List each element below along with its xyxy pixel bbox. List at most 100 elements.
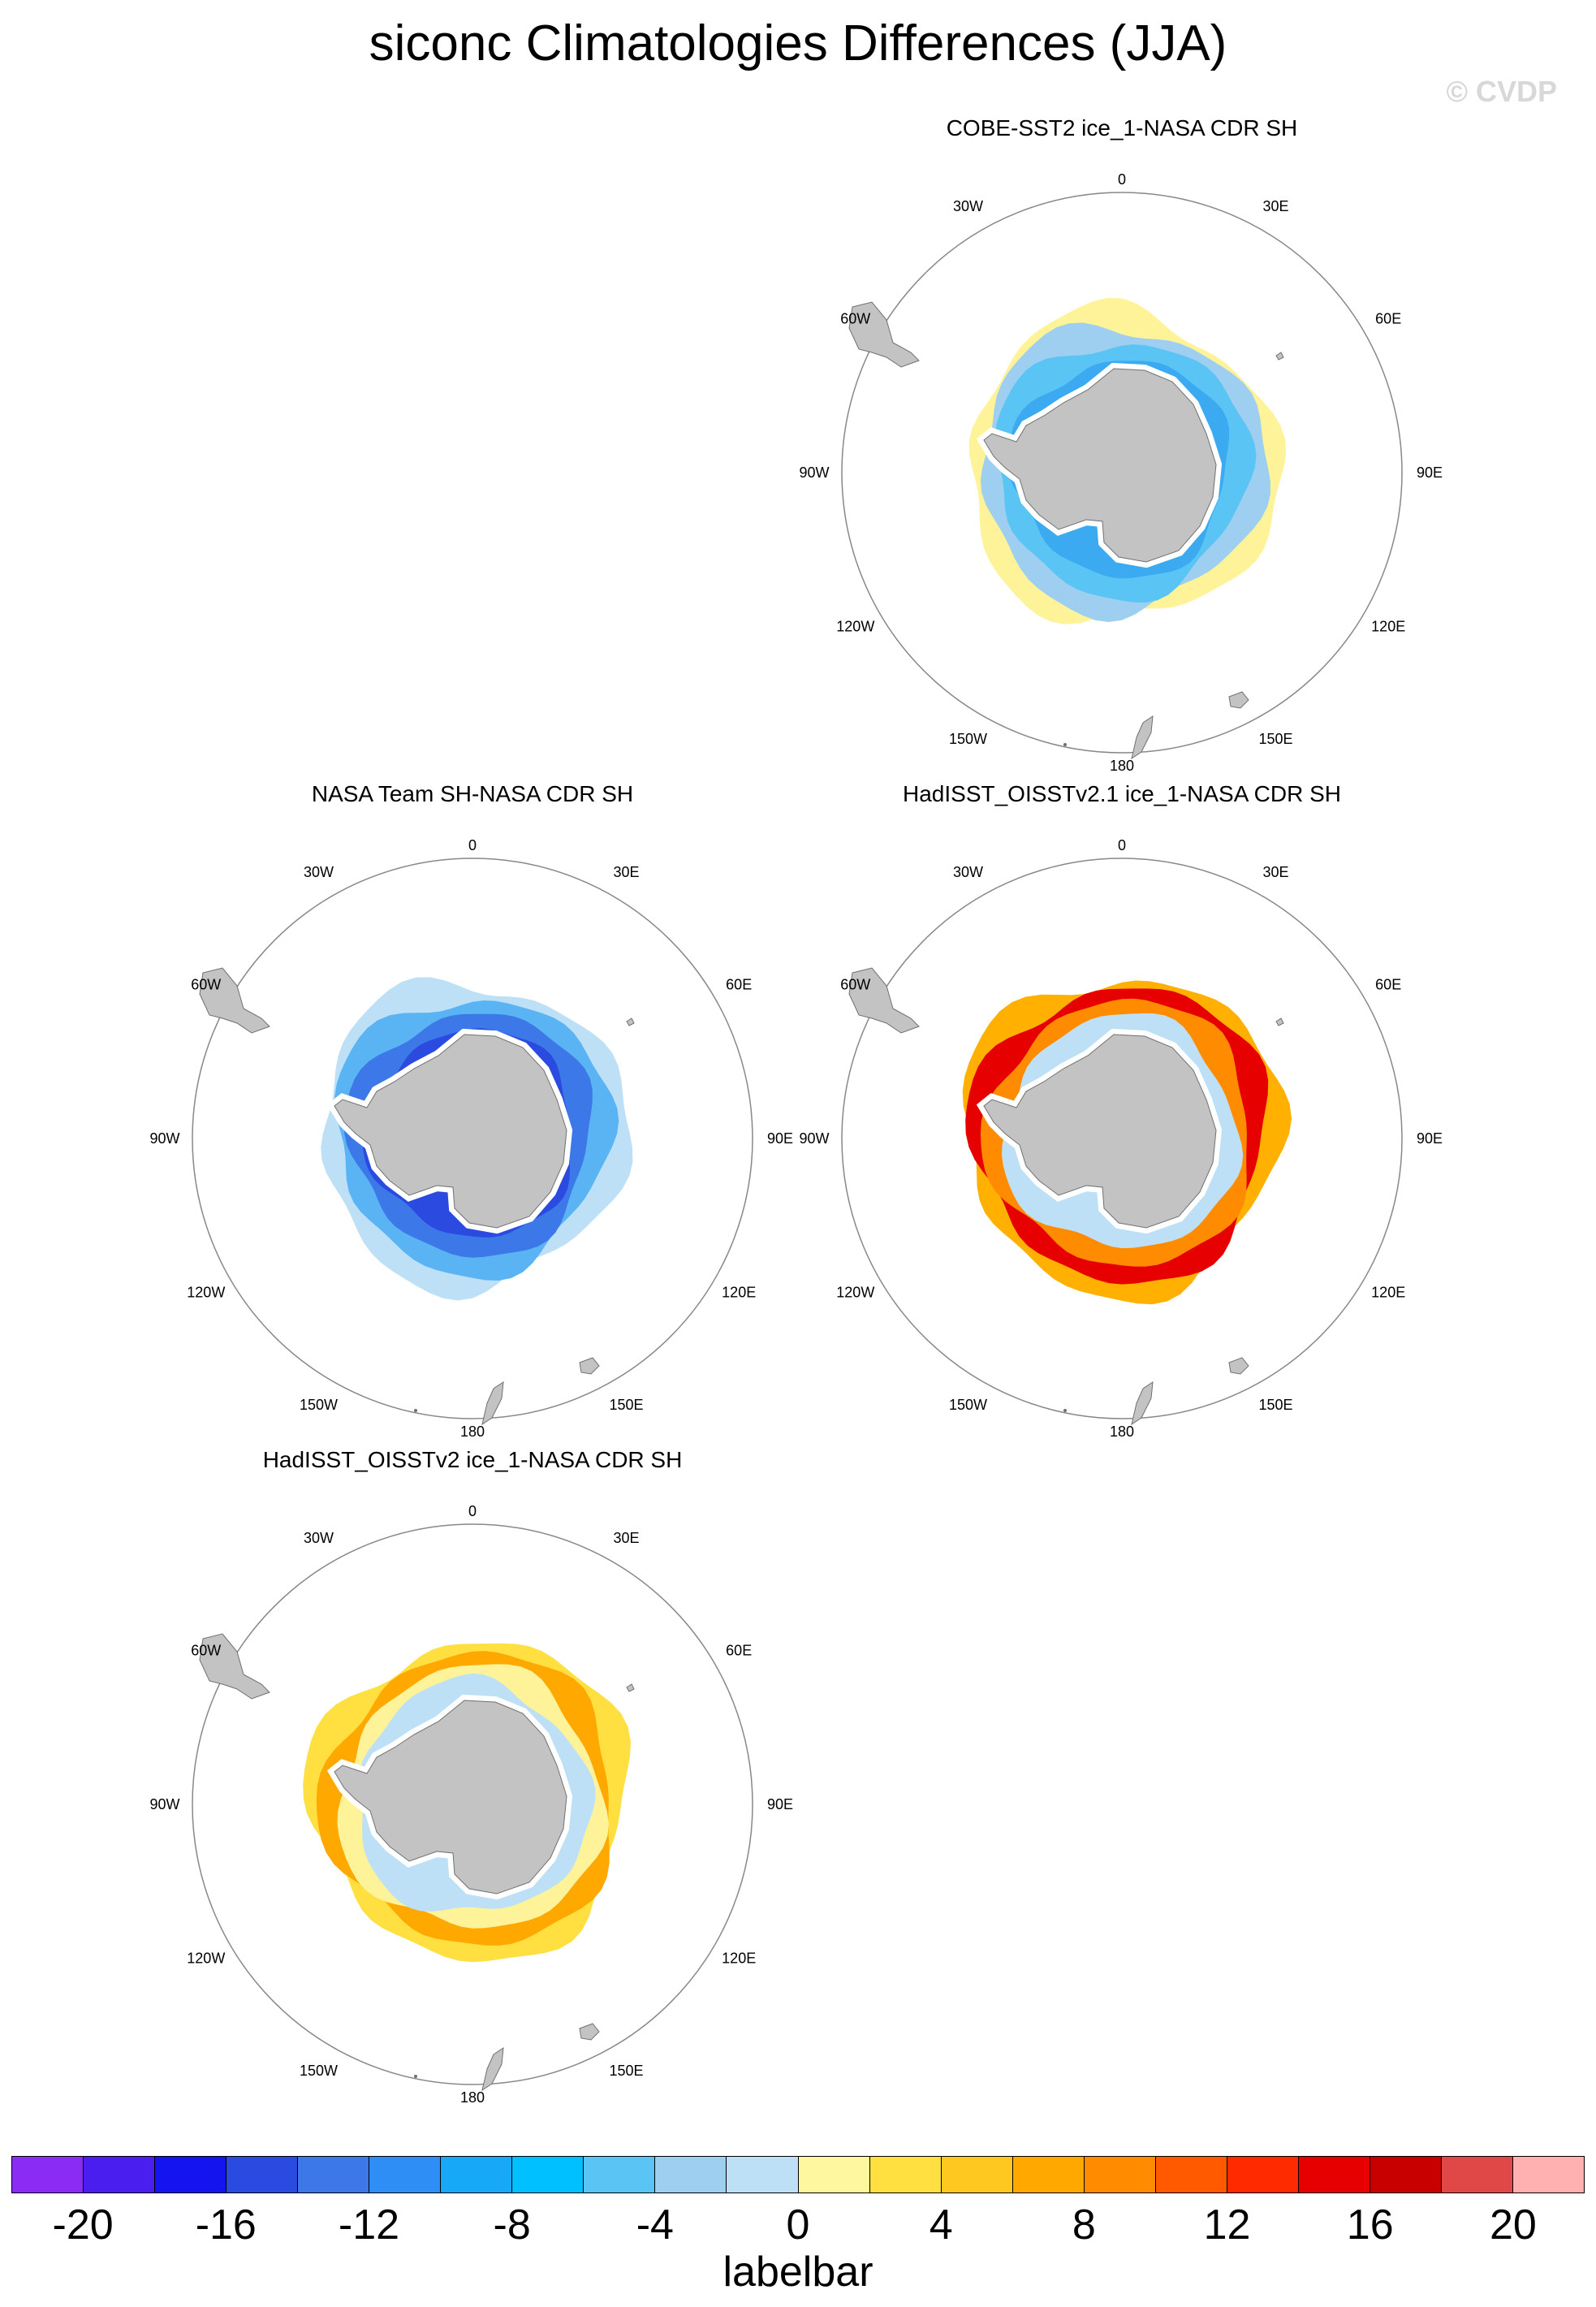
polar-map-hadisst-oisstv2: 0 30E 60E 90E 120E 150E 180 150W 120W 90W 60W 30W xyxy=(149,1503,793,2106)
longitude-label: 0 xyxy=(468,1503,477,1519)
colorbar-box xyxy=(369,2157,442,2193)
longitude-label: 30W xyxy=(953,198,983,214)
longitude-label: 60W xyxy=(191,1643,221,1659)
longitude-label: 120E xyxy=(722,1951,756,1967)
tasmania-land xyxy=(579,1357,600,1375)
colorbar-box xyxy=(298,2157,370,2193)
longitude-label: 0 xyxy=(1118,837,1126,853)
polar-map-nasa-team: 0 30E 60E 90E 120E 150E 180 150W 120W 90W 60W 30W xyxy=(149,837,793,1440)
longitude-label: 150W xyxy=(300,2063,338,2079)
south-america-land xyxy=(199,1633,270,1700)
polar-map-cobe: 0 30E 60E 90E 120E 150E 180 150W 120W 90W 60W 30W xyxy=(799,171,1443,774)
panel-hadisst-oisstv21: HadISST_OISSTv2.1 ice_1-NASA CDR SH 0 30E… xyxy=(797,781,1447,1447)
colorbar-box xyxy=(1441,2157,1513,2193)
longitude-label: 90W xyxy=(799,464,829,481)
colorbar-tick-label: -20 xyxy=(52,2201,114,2249)
longitude-label: 150W xyxy=(949,731,987,747)
longitude-label: 90E xyxy=(767,1796,793,1812)
longitude-label: 180 xyxy=(460,2089,485,2106)
colorbar-box xyxy=(869,2157,942,2193)
longitude-label: 90W xyxy=(149,1130,179,1147)
antarctica-land xyxy=(334,1700,567,1894)
colorbar-tick-label: 0 xyxy=(786,2201,810,2249)
longitude-label: 150E xyxy=(1258,731,1292,747)
longitude-label: 60W xyxy=(191,977,221,993)
longitude-label: 0 xyxy=(1118,171,1126,188)
colorbar-box xyxy=(1370,2157,1442,2193)
longitude-label: 120W xyxy=(187,1285,225,1301)
longitude-label: 30E xyxy=(613,864,639,880)
macquarie-island xyxy=(414,1409,417,1412)
colorbar-tick-label: 16 xyxy=(1346,2201,1394,2249)
colorbar-box xyxy=(1012,2157,1085,2193)
tasmania-land xyxy=(1228,1357,1249,1375)
longitude-label: 120W xyxy=(836,1285,874,1301)
longitude-label: 150E xyxy=(609,2063,643,2079)
colorbar-ticks: -20 -16 -12 -8 -4 0 4 8 12 16 20 xyxy=(11,2201,1585,2249)
longitude-label: 150E xyxy=(1258,1397,1292,1413)
colorbar-label: labelbar xyxy=(723,2249,873,2296)
colorbar-box xyxy=(1084,2157,1156,2193)
antarctica-land xyxy=(983,368,1217,563)
south-america-land xyxy=(848,967,920,1034)
colorbar-box xyxy=(941,2157,1013,2193)
panel-hadisst-oisstv2: HadISST_OISSTv2 ice_1-NASA CDR SH 0 30E 60… xyxy=(148,1447,797,2113)
kerguelen-island xyxy=(1275,1017,1284,1026)
macquarie-island xyxy=(1063,1409,1067,1412)
longitude-label: 60E xyxy=(1375,977,1401,993)
kerguelen-island xyxy=(1275,352,1284,361)
longitude-label: 30W xyxy=(304,1530,334,1546)
macquarie-island xyxy=(1063,743,1067,746)
longitude-label: 150E xyxy=(609,1397,643,1413)
longitude-label: 120E xyxy=(722,1285,756,1301)
longitude-label: 90E xyxy=(1417,464,1443,481)
figure-title: siconc Climatologies Differences (JJA) xyxy=(369,15,1227,71)
new-zealand-land xyxy=(481,1380,504,1426)
colorbar-box xyxy=(798,2157,870,2193)
longitude-label: 90E xyxy=(767,1130,793,1147)
panel-title-hadisst-oisstv2: HadISST_OISSTv2 ice_1-NASA CDR SH xyxy=(262,1447,683,1472)
new-zealand-land xyxy=(481,2046,504,2092)
polar-map-hadisst-oisstv21: 0 30E 60E 90E 120E 150E 180 150W 120W 90W 60W 30W xyxy=(799,837,1443,1440)
colorbar-box xyxy=(1512,2157,1585,2193)
longitude-label: 30W xyxy=(953,864,983,880)
longitude-label: 120W xyxy=(836,619,874,635)
longitude-label: 180 xyxy=(1110,758,1134,774)
colorbar-box xyxy=(727,2157,799,2193)
longitude-label: 90W xyxy=(799,1130,829,1147)
longitude-label: 60W xyxy=(840,977,870,993)
colorbar-tick-label: -12 xyxy=(338,2201,400,2249)
longitude-label: 90W xyxy=(149,1796,179,1812)
longitude-label: 120E xyxy=(1371,1285,1405,1301)
macquarie-island xyxy=(414,2075,417,2078)
colorbar-tick-label: 12 xyxy=(1203,2201,1251,2249)
antarctica-land xyxy=(334,1034,567,1229)
longitude-label: 0 xyxy=(468,837,477,853)
colorbar xyxy=(11,2156,1585,2193)
colorbar-box xyxy=(155,2157,227,2193)
tasmania-land xyxy=(1228,691,1249,709)
colorbar-tick-label: -16 xyxy=(195,2201,257,2249)
colorbar-tick-label: -8 xyxy=(493,2201,531,2249)
colorbar-box xyxy=(226,2157,299,2193)
antarctica-land xyxy=(983,1034,1217,1229)
longitude-label: 180 xyxy=(1110,1424,1134,1440)
longitude-label: 30E xyxy=(613,1530,639,1546)
colorbar-box xyxy=(1155,2157,1227,2193)
longitude-label: 60E xyxy=(726,1643,752,1659)
longitude-label: 60W xyxy=(840,311,870,327)
longitude-label: 120W xyxy=(187,1951,225,1967)
longitude-label: 180 xyxy=(460,1424,485,1440)
colorbar-tick-label: 20 xyxy=(1489,2201,1537,2249)
longitude-label: 60E xyxy=(1375,311,1401,327)
new-zealand-land xyxy=(1131,1380,1154,1426)
kerguelen-island xyxy=(626,1017,635,1026)
panel-title-hadisst-oisstv21: HadISST_OISSTv2.1 ice_1-NASA CDR SH xyxy=(903,781,1341,806)
colorbar-box xyxy=(1298,2157,1370,2193)
colorbar-box xyxy=(655,2157,727,2193)
longitude-label: 30E xyxy=(1262,864,1288,880)
south-america-land xyxy=(848,301,920,368)
panel-title-nasa-team: NASA Team SH-NASA CDR SH xyxy=(311,781,634,806)
colorbar-box xyxy=(441,2157,513,2193)
colorbar-box xyxy=(12,2157,84,2193)
